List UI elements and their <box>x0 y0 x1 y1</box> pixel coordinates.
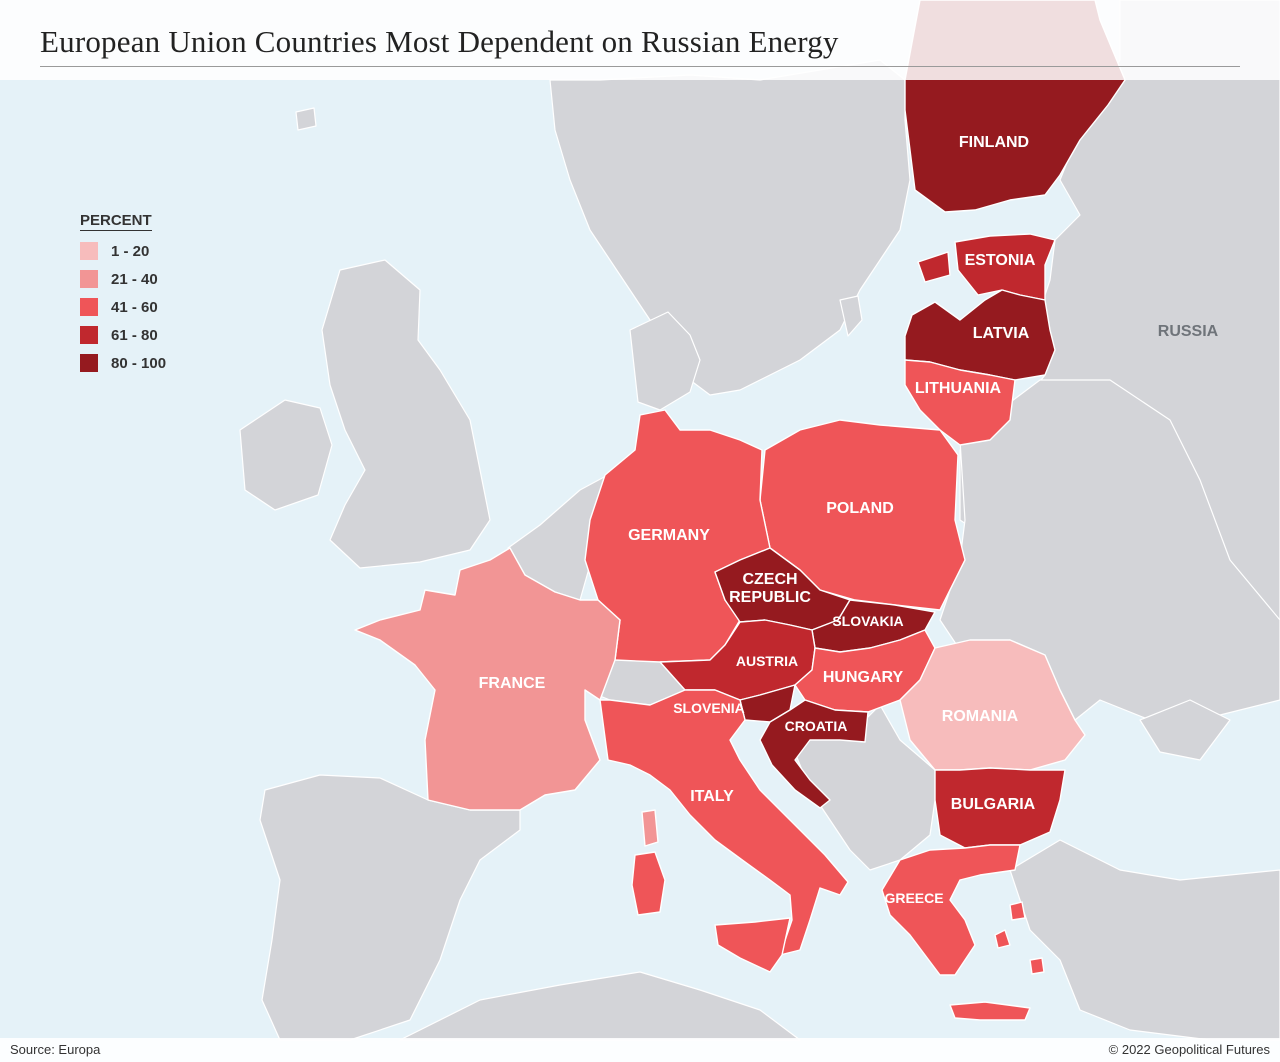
iceland-land <box>295 107 317 131</box>
saaremaa <box>917 251 951 283</box>
legend-label: 21 - 40 <box>111 270 158 288</box>
label-croatia: CROATIA <box>785 718 848 734</box>
legend-swatch <box>80 270 98 288</box>
label-czech-line-1: CZECH <box>742 571 797 588</box>
france <box>354 547 621 811</box>
label-greece: GREECE <box>884 890 943 906</box>
greece <box>881 844 1021 976</box>
label-france: FRANCE <box>479 675 546 692</box>
legend-title: PERCENT <box>80 212 152 231</box>
label-estonia: ESTONIA <box>965 252 1036 269</box>
corsica <box>641 809 659 847</box>
legend-item: 41 - 60 <box>80 293 166 321</box>
footer: Source: Europa © 2022 Geopolitical Futur… <box>0 1038 1280 1062</box>
greek-island <box>994 929 1011 949</box>
denmark-land <box>629 311 701 411</box>
source-note: Source: Europa <box>10 1042 101 1057</box>
legend-item: 80 - 100 <box>80 349 166 377</box>
north-africa-land <box>399 971 801 1041</box>
label-romania: ROMANIA <box>942 708 1019 725</box>
label-hungary: HUNGARY <box>823 669 904 686</box>
legend-label: 61 - 80 <box>111 326 158 344</box>
legend-label: 41 - 60 <box>111 298 158 316</box>
legend: PERCENT 1 - 20 21 - 40 41 - 60 61 - 80 8… <box>80 212 166 377</box>
crete <box>949 1001 1031 1021</box>
label-czech-line-2: REPUBLIC <box>729 589 811 606</box>
great-britain-land <box>321 259 491 569</box>
italy <box>599 689 849 956</box>
label-austria: AUSTRIA <box>736 653 798 669</box>
greek-island <box>1009 901 1026 921</box>
legend-item: 21 - 40 <box>80 265 166 293</box>
legend-swatch <box>80 326 98 344</box>
label-poland: POLAND <box>826 500 894 517</box>
belarus-ukraine-land <box>939 379 1280 721</box>
copyright-note: © 2022 Geopolitical Futures <box>1108 1042 1270 1057</box>
legend-swatch <box>80 242 98 260</box>
lithuania <box>904 359 1016 446</box>
label-russia: RUSSIA <box>1158 323 1219 340</box>
croatia <box>759 699 869 809</box>
legend-label: 80 - 100 <box>111 354 167 372</box>
label-germany: GERMANY <box>628 527 710 544</box>
title-divider <box>40 66 1240 67</box>
label-slovakia: SLOVAKIA <box>832 613 903 629</box>
legend-swatch <box>80 354 98 372</box>
bulgaria <box>934 767 1066 849</box>
legend-swatch <box>80 298 98 316</box>
iberia-land <box>259 774 521 1041</box>
legend-label: 1 - 20 <box>111 242 150 260</box>
label-slovenia: SLOVENIA <box>673 700 745 716</box>
title-bar: European Union Countries Most Dependent … <box>0 0 1280 80</box>
legend-item: 61 - 80 <box>80 321 166 349</box>
ireland-land <box>239 399 333 511</box>
legend-item: 1 - 20 <box>80 237 166 265</box>
label-latvia: LATVIA <box>973 325 1030 342</box>
label-lithuania: LITHUANIA <box>915 380 1002 397</box>
romania <box>899 639 1086 771</box>
page-title: European Union Countries Most Dependent … <box>40 24 839 59</box>
sicily <box>714 917 791 973</box>
label-finland: FINLAND <box>959 134 1029 151</box>
label-italy: ITALY <box>690 788 734 805</box>
sardinia <box>631 851 666 916</box>
greek-island <box>1029 957 1045 975</box>
crimea-land <box>1139 699 1231 761</box>
gotland-land <box>839 295 863 337</box>
label-bulgaria: BULGARIA <box>951 796 1036 813</box>
